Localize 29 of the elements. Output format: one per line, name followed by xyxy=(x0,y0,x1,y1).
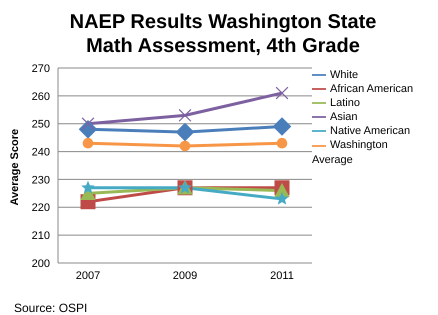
legend-label: Native American xyxy=(330,125,410,138)
point xyxy=(180,140,190,152)
point xyxy=(276,138,288,149)
point xyxy=(81,180,95,194)
point xyxy=(275,192,289,205)
y-tick-label: 220 xyxy=(32,202,50,214)
point xyxy=(276,86,288,100)
x-tick-label: 2009 xyxy=(172,270,198,282)
y-tick-label: 240 xyxy=(32,146,50,158)
y-tick-label: 250 xyxy=(32,118,50,131)
legend-label: Asian xyxy=(330,111,358,124)
y-axis-title: Average Score xyxy=(8,128,21,206)
x-tick-label: 2011 xyxy=(270,270,294,282)
point xyxy=(178,108,192,122)
legend-label: White xyxy=(330,69,358,81)
point xyxy=(176,122,194,142)
legend-label: Washington Average xyxy=(312,139,388,166)
chart-title: NAEP Results Washington State Math Assessment, 4th Grade xyxy=(68,10,378,58)
x-tick-label: 2007 xyxy=(76,270,100,282)
y-tick-label: 230 xyxy=(32,174,50,186)
point xyxy=(272,117,292,136)
y-tick-label: 260 xyxy=(32,90,50,103)
y-tick-label: 210 xyxy=(32,230,50,242)
source-note: Source: OSPI xyxy=(14,301,88,315)
y-tick-label: 200 xyxy=(32,258,50,270)
legend-label: Latino xyxy=(330,97,360,110)
point xyxy=(82,138,94,149)
legend-label: African American xyxy=(330,83,414,96)
y-tick-label: 270 xyxy=(32,62,50,75)
